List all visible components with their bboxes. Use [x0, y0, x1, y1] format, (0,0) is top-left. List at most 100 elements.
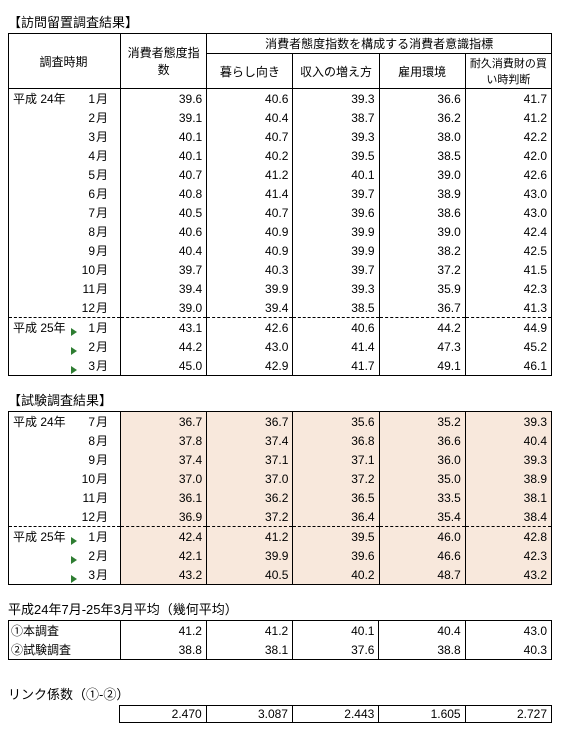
period-cell: 9月 [9, 450, 121, 469]
value-cell: 36.6 [379, 431, 465, 450]
avg-title: 平成24年7月-25年3月平均（幾何平均） [8, 599, 553, 618]
value-cell: 37.2 [207, 507, 293, 527]
value-cell: 39.3 [465, 450, 551, 469]
avg-value: 40.1 [293, 621, 379, 641]
link-v4: 2.727 [465, 706, 551, 723]
value-cell: 42.5 [465, 241, 551, 260]
period-cell: 平成 25年1月 [9, 318, 121, 338]
value-cell: 36.2 [207, 488, 293, 507]
value-cell: 40.1 [120, 146, 206, 165]
value-cell: 39.3 [293, 279, 379, 298]
value-cell: 44.9 [465, 318, 551, 338]
value-cell: 42.6 [465, 165, 551, 184]
table-main: 調査時期 消費者態度指 数 消費者態度指数を構成する消費者意識指標 暮らし向き … [8, 33, 552, 376]
value-cell: 35.2 [379, 412, 465, 432]
value-cell: 42.8 [465, 527, 551, 547]
period-cell: 12月 [9, 507, 121, 527]
value-cell: 38.9 [379, 184, 465, 203]
hdr-index: 消費者態度指 数 [120, 34, 206, 89]
value-cell: 40.6 [120, 222, 206, 241]
value-cell: 43.2 [120, 565, 206, 585]
value-cell: 41.2 [207, 527, 293, 547]
period-cell: 2月 [9, 546, 121, 565]
value-cell: 39.7 [293, 184, 379, 203]
period-cell: 平成 24年1月 [9, 89, 121, 109]
value-cell: 42.9 [207, 356, 293, 376]
value-cell: 39.4 [120, 279, 206, 298]
value-cell: 41.7 [293, 356, 379, 376]
value-cell: 40.4 [207, 108, 293, 127]
period-cell: 10月 [9, 469, 121, 488]
value-cell: 37.0 [207, 469, 293, 488]
avg-value: 43.0 [465, 621, 551, 641]
value-cell: 33.5 [379, 488, 465, 507]
hdr-group: 消費者態度指数を構成する消費者意識指標 [207, 34, 552, 54]
link-v0: 2.470 [120, 706, 206, 723]
avg-label: ①本調査 [9, 621, 121, 641]
value-cell: 39.9 [293, 222, 379, 241]
value-cell: 35.0 [379, 469, 465, 488]
link-v1: 3.087 [206, 706, 292, 723]
value-cell: 38.5 [293, 298, 379, 318]
avg-value: 41.2 [120, 621, 206, 641]
hdr-sub-3: 耐久消費財の買い時判断 [465, 54, 551, 89]
value-cell: 37.8 [120, 431, 206, 450]
period-cell: 11月 [9, 279, 121, 298]
value-cell: 39.6 [120, 89, 206, 109]
value-cell: 38.6 [379, 203, 465, 222]
avg-value: 41.2 [206, 621, 292, 641]
period-cell: 9月 [9, 241, 121, 260]
period-cell: 3月 [9, 565, 121, 585]
value-cell: 38.0 [379, 127, 465, 146]
period-cell: 7月 [9, 203, 121, 222]
value-cell: 42.6 [207, 318, 293, 338]
section1-title: 【訪問留置調査結果】 [8, 12, 553, 31]
period-cell: 2月 [9, 337, 121, 356]
table-avg: ①本調査41.241.240.140.443.0②試験調査38.838.137.… [8, 620, 552, 660]
value-cell: 41.4 [293, 337, 379, 356]
value-cell: 38.5 [379, 146, 465, 165]
period-cell: 10月 [9, 260, 121, 279]
value-cell: 40.6 [293, 318, 379, 338]
value-cell: 35.6 [293, 412, 379, 432]
value-cell: 40.6 [207, 89, 293, 109]
value-cell: 37.4 [207, 431, 293, 450]
value-cell: 37.1 [293, 450, 379, 469]
period-cell: 12月 [9, 298, 121, 318]
value-cell: 39.3 [293, 89, 379, 109]
value-cell: 37.0 [120, 469, 206, 488]
period-cell: 3月 [9, 127, 121, 146]
period-cell: 4月 [9, 146, 121, 165]
value-cell: 42.4 [465, 222, 551, 241]
value-cell: 38.7 [293, 108, 379, 127]
value-cell: 42.4 [120, 527, 206, 547]
period-cell: 8月 [9, 222, 121, 241]
value-cell: 49.1 [379, 356, 465, 376]
value-cell: 42.1 [120, 546, 206, 565]
value-cell: 39.9 [207, 279, 293, 298]
value-cell: 44.2 [120, 337, 206, 356]
value-cell: 47.3 [379, 337, 465, 356]
period-cell: 3月 [9, 356, 121, 376]
period-cell: 平成 24年7月 [9, 412, 121, 432]
value-cell: 46.6 [379, 546, 465, 565]
hdr-sub-2: 雇用環境 [379, 54, 465, 89]
value-cell: 35.4 [379, 507, 465, 527]
value-cell: 42.3 [465, 546, 551, 565]
value-cell: 39.0 [379, 165, 465, 184]
value-cell: 38.9 [465, 469, 551, 488]
avg-value: 40.4 [379, 621, 465, 641]
period-cell: 平成 25年1月 [9, 527, 121, 547]
value-cell: 38.4 [465, 507, 551, 527]
value-cell: 43.2 [465, 565, 551, 585]
value-cell: 36.0 [379, 450, 465, 469]
value-cell: 39.0 [379, 222, 465, 241]
value-cell: 40.9 [207, 222, 293, 241]
value-cell: 40.5 [207, 565, 293, 585]
value-cell: 40.1 [120, 127, 206, 146]
hdr-sub-1: 収入の増え方 [293, 54, 379, 89]
value-cell: 36.6 [379, 89, 465, 109]
value-cell: 38.2 [379, 241, 465, 260]
value-cell: 41.4 [207, 184, 293, 203]
value-cell: 46.1 [465, 356, 551, 376]
